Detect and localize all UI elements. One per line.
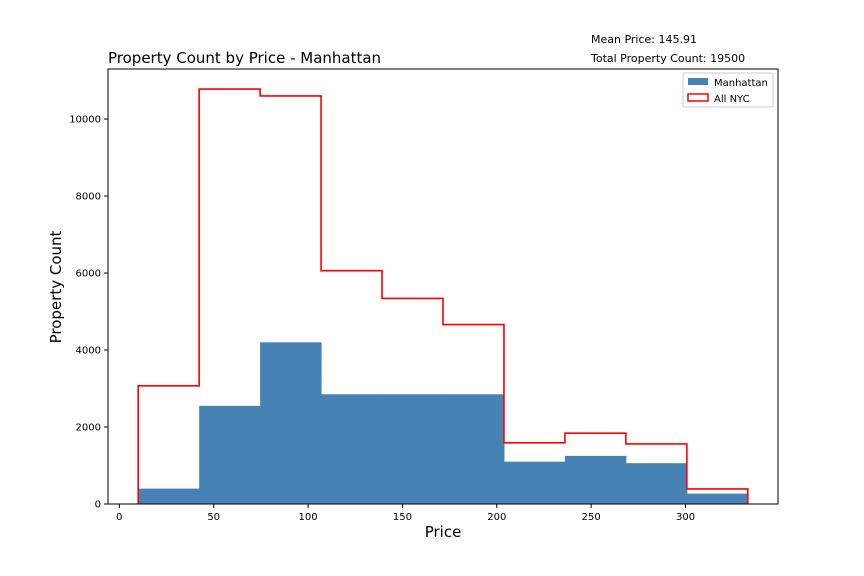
mean-price-annotation: Mean Price: 145.91 [591, 33, 697, 46]
legend-swatch-all-nyc [687, 93, 709, 102]
bar-manhattan-9 [686, 493, 749, 504]
x-tick-label-50: 50 [207, 512, 220, 523]
y-tick-label-0: 0 [95, 500, 101, 511]
bar-manhattan-1 [199, 405, 261, 504]
x-tick-label-100: 100 [299, 512, 318, 523]
axes: 0 50 100 150 200 250 300 0 2000 4000 6000 8000 10000 [69, 68, 779, 523]
bar-manhattan-3 [321, 394, 383, 504]
y-tick-label-10000: 10000 [69, 115, 101, 126]
bar-manhattan-0 [138, 488, 200, 504]
legend-label-all-nyc: All NYC [714, 94, 750, 105]
plot-area [137, 88, 749, 504]
x-tick-label-300: 300 [676, 512, 695, 523]
x-tick-label-0: 0 [116, 512, 122, 523]
legend-swatch-manhattan [688, 78, 708, 85]
bar-manhattan-8 [625, 463, 688, 504]
y-axis-label: Property Count [47, 230, 65, 343]
x-tick-label-150: 150 [393, 512, 412, 523]
y-tick-label-4000: 4000 [76, 346, 101, 357]
chart-title: Property Count by Price - Manhattan [108, 49, 381, 67]
bar-manhattan-7 [564, 455, 627, 504]
y-tick-label-6000: 6000 [76, 269, 101, 280]
bar-manhattan-4 [382, 394, 444, 504]
legend-label-manhattan: Manhattan [714, 78, 768, 89]
x-tick-label-250: 250 [582, 512, 601, 523]
x-axis-label: Price [425, 523, 462, 541]
step-line-all-nyc [137, 88, 749, 504]
bar-manhattan-5 [443, 394, 505, 504]
bar-manhattan-2 [260, 342, 322, 504]
y-tick-label-2000: 2000 [76, 423, 101, 434]
bar-manhattan-6 [503, 461, 566, 504]
axes-frame [107, 68, 779, 505]
x-tick-label-200: 200 [487, 512, 506, 523]
y-tick-label-8000: 8000 [76, 192, 101, 203]
total-count-annotation: Total Property Count: 19500 [591, 52, 746, 65]
legend: Manhattan All NYC [682, 72, 774, 108]
